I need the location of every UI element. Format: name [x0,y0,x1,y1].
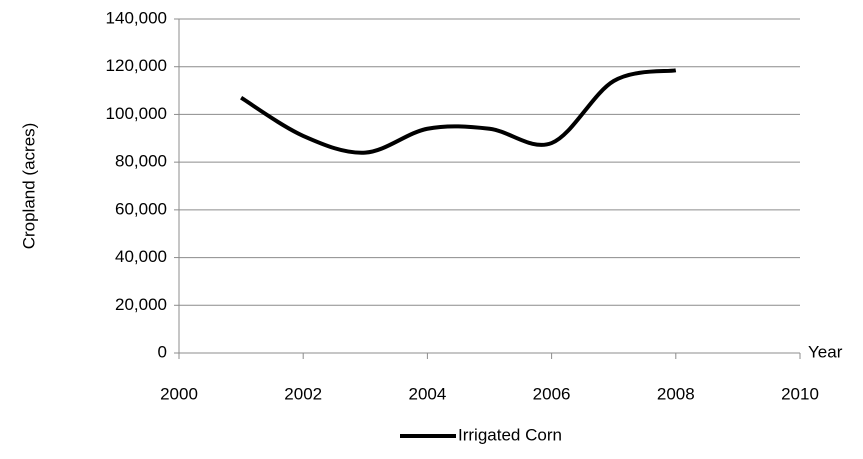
x-tick-label: 2008 [657,384,695,403]
y-tick-label: 140,000 [106,8,167,27]
x-axis-label: Year [808,342,843,361]
x-tick-label: 2006 [533,384,571,403]
x-tick-label: 2010 [781,384,819,403]
y-tick-label: 60,000 [115,199,167,218]
x-tick-label: 2002 [284,384,322,403]
y-tick-label: 0 [158,342,167,361]
y-axis-label: Cropland (acres) [19,123,38,250]
x-tick-label: 2000 [160,384,198,403]
y-tick-label: 20,000 [115,295,167,314]
data-line [240,68,677,155]
y-tick-label: 80,000 [115,152,167,171]
y-tick-label: 40,000 [115,247,167,266]
legend-label: Irrigated Corn [458,425,562,444]
y-tick-label: 120,000 [106,56,167,75]
x-tick-label: 2004 [408,384,446,403]
y-tick-label: 100,000 [106,104,167,123]
